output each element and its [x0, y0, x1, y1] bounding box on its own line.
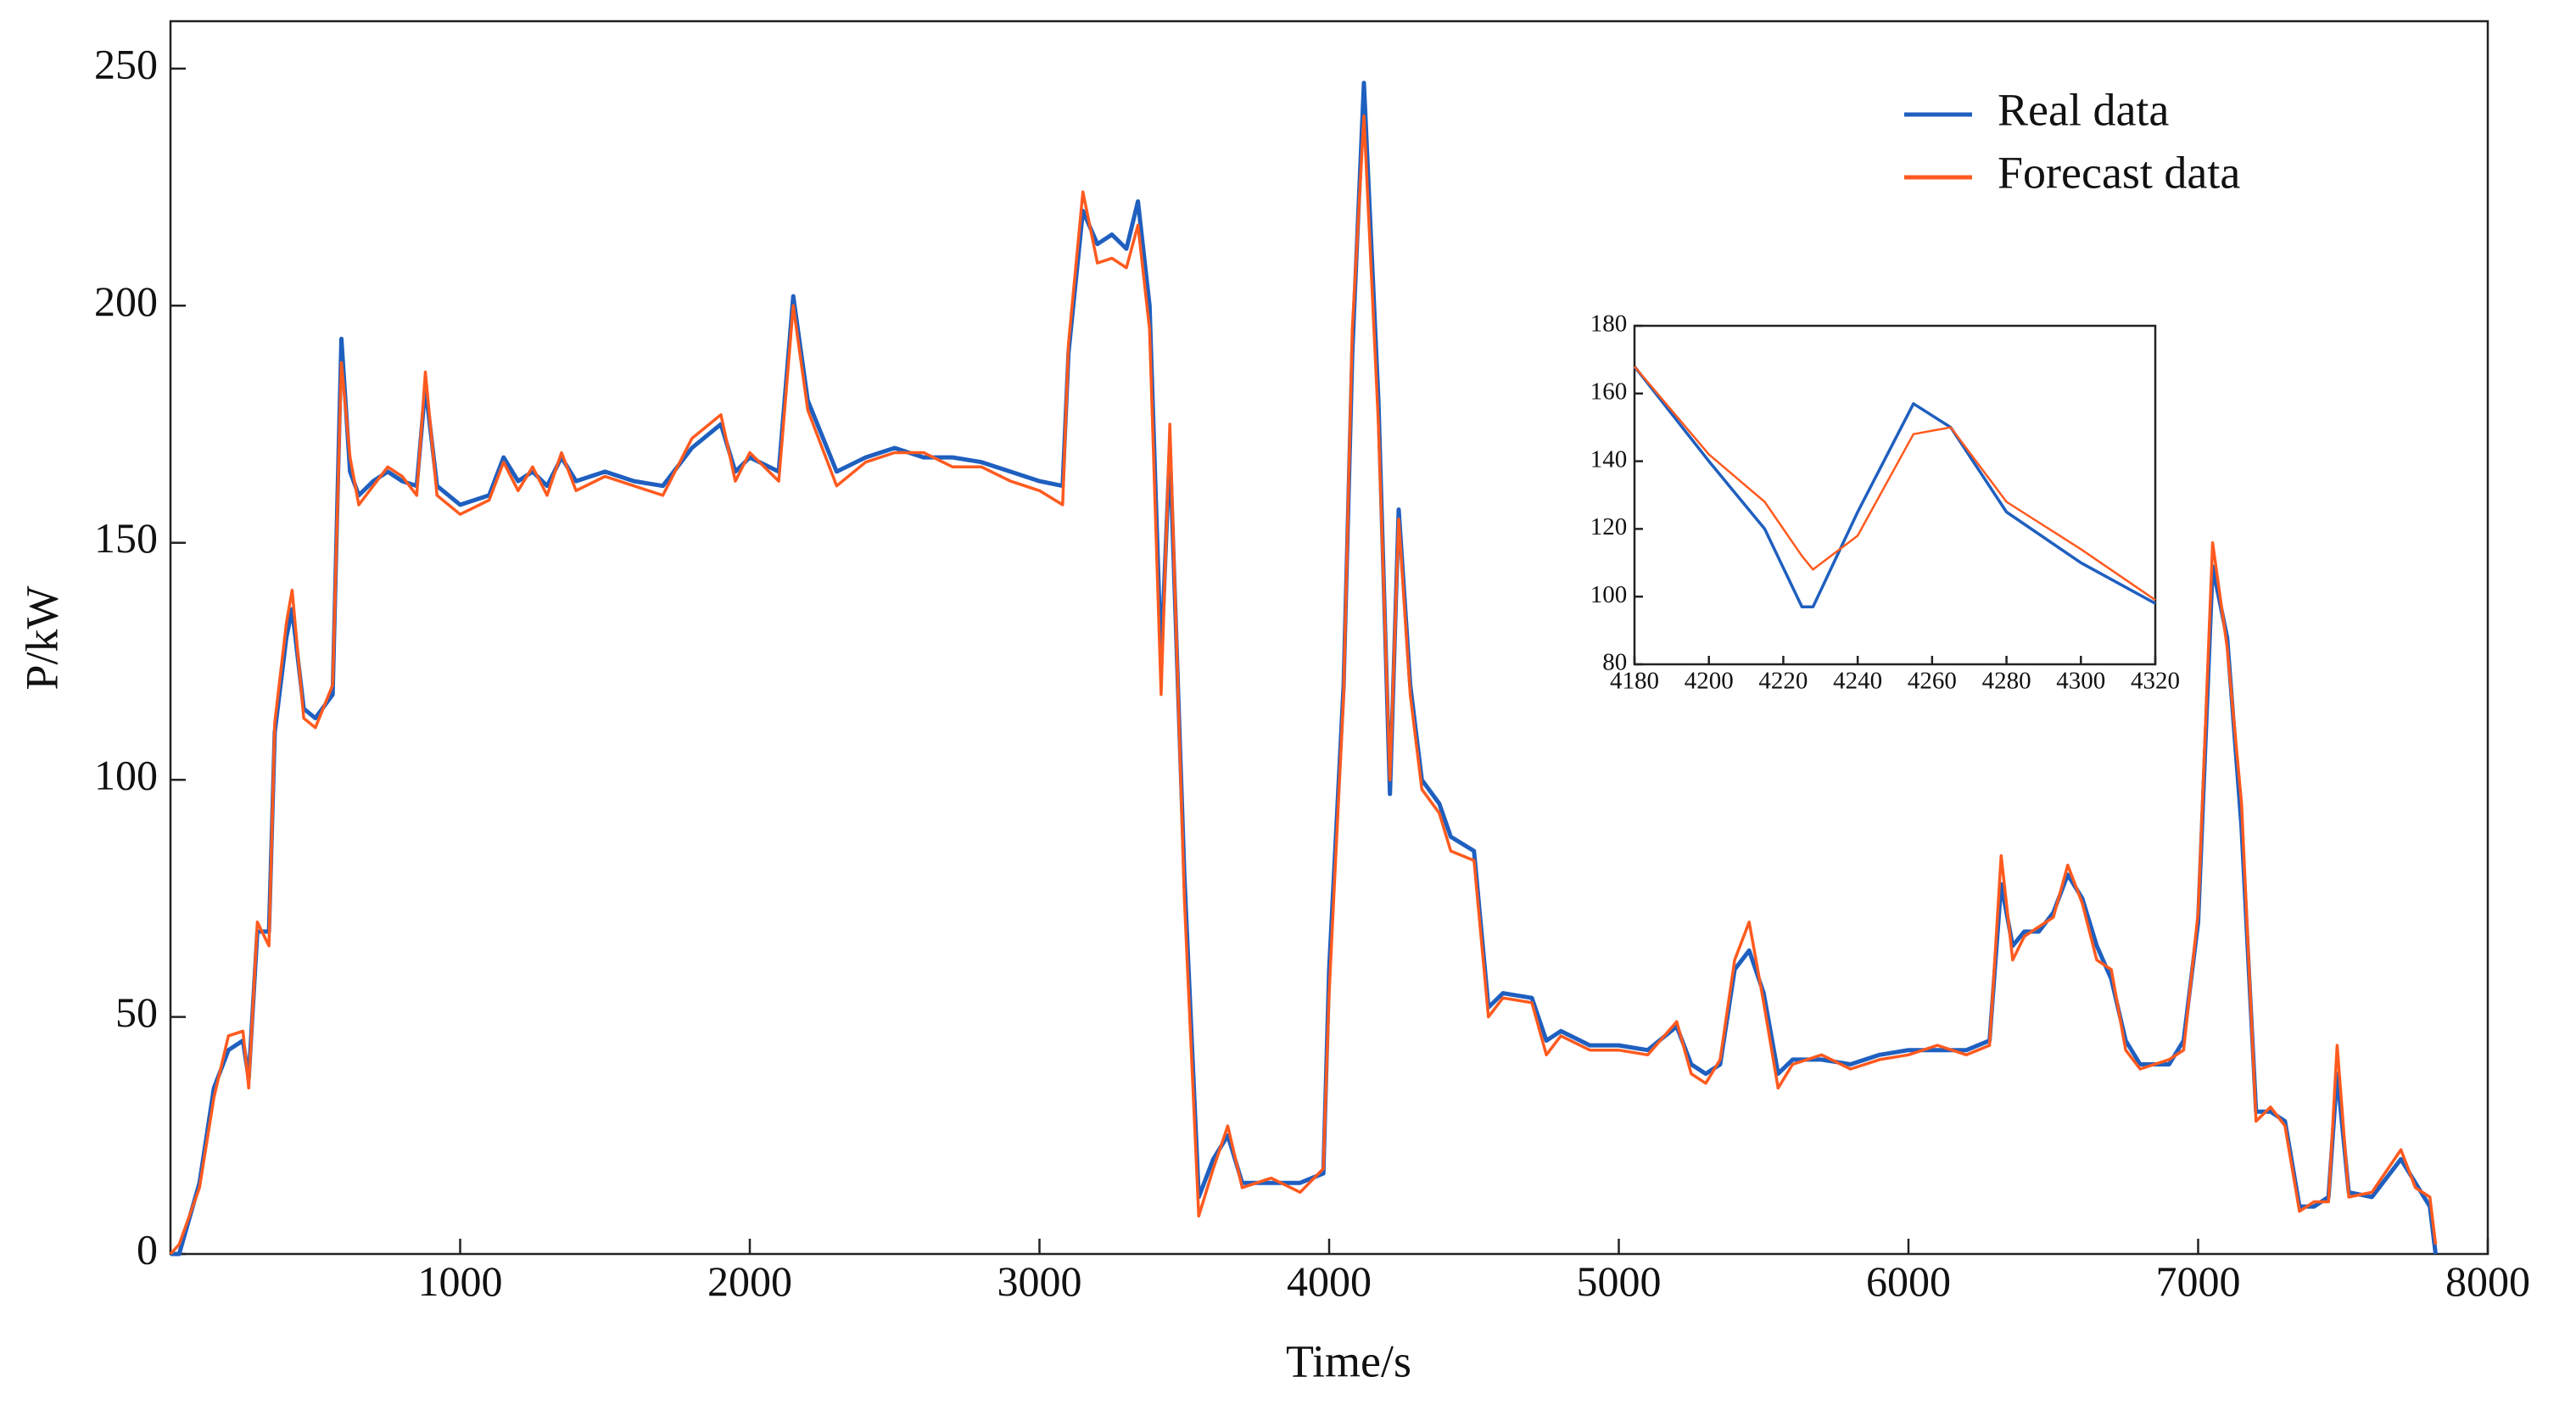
data-line: [1633, 365, 2156, 608]
y-tick-label: 200: [94, 277, 158, 325]
y-tick-label: 140: [1590, 445, 1628, 473]
x-tick-label: 4200: [1685, 667, 1734, 694]
x-tick-label: 4320: [2131, 667, 2180, 694]
x-axis-label: Time/s: [1286, 1335, 1411, 1386]
data-line: [169, 115, 2438, 1256]
y-tick-label: 50: [115, 988, 158, 1036]
y-tick-label: 160: [1590, 378, 1628, 405]
legend-label: Real data: [1998, 84, 2169, 135]
x-tick-label: 3000: [997, 1257, 1082, 1305]
data-line: [1634, 366, 2156, 602]
x-tick-label: 4240: [1833, 667, 1882, 694]
y-tick-label: 100: [94, 752, 158, 799]
x-tick-label: 2000: [707, 1257, 792, 1305]
y-tick-label: 120: [1590, 513, 1628, 540]
y-tick-label: 250: [94, 40, 158, 87]
x-tick-label: 4000: [1287, 1257, 1372, 1305]
x-tick-label: 7000: [2156, 1257, 2241, 1305]
plot-area: [1633, 324, 2157, 666]
y-tick-label: 80: [1602, 649, 1627, 676]
y-tick-label: 100: [1590, 581, 1628, 608]
x-tick-label: 6000: [1866, 1257, 1951, 1305]
x-tick-label: 4300: [2056, 667, 2105, 694]
x-tick-label: 4220: [1758, 667, 1808, 694]
y-tick-label: 150: [94, 514, 158, 562]
x-tick-label: 4280: [1982, 667, 2031, 694]
x-tick-label: 5000: [1577, 1257, 1662, 1305]
x-tick-label: 1000: [418, 1257, 503, 1305]
x-tick-label: 4260: [1908, 667, 1957, 694]
y-tick-label: 180: [1590, 311, 1628, 338]
y-tick-label: 0: [137, 1225, 158, 1273]
x-tick-label: 8000: [2445, 1257, 2530, 1305]
y-axis-label: P/kW: [16, 585, 67, 690]
legend-label: Forecast data: [1998, 147, 2240, 198]
x-tick-label: 4180: [1610, 667, 1659, 694]
